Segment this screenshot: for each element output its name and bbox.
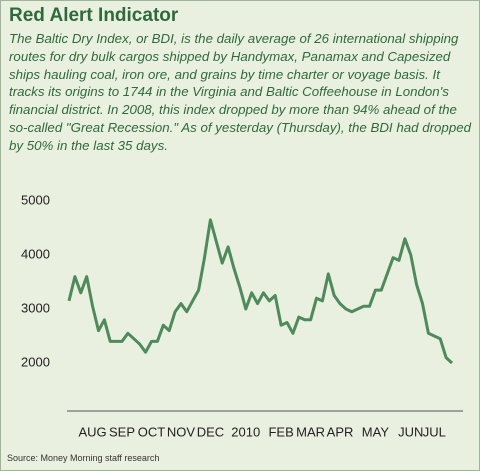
y-tick-label: 4000 [21,246,50,261]
x-tick-label: JUN [398,424,423,439]
x-tick-label: APR [327,424,354,439]
x-tick-label: MAY [362,424,390,439]
y-tick-label: 5000 [21,192,50,207]
subtitle: The Baltic Dry Index, or BDI, is the dai… [9,31,472,153]
source: Source: Money Morning staff research [7,453,160,463]
x-tick-label: SEP [109,424,135,439]
x-tick-label: OCT [138,424,166,439]
x-tick-label: FEB [268,424,293,439]
title: Red Alert Indicator [9,5,179,26]
x-tick-label: AUG [78,424,106,439]
y-tick-label: 3000 [21,300,50,315]
x-tick-label: MAR [296,424,325,439]
x-tick-label: DEC [197,424,224,439]
y-tick-label: 2000 [21,354,50,369]
x-tick-label: JUL [423,424,446,439]
x-tick-label: 2010 [231,424,260,439]
line-series [67,218,454,365]
x-tick-label: NOV [167,424,196,439]
